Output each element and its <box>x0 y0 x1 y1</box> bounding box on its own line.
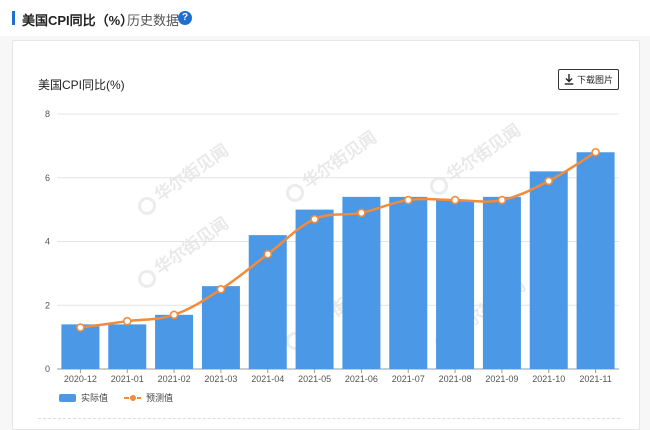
chart-title: 美国CPI同比(%) <box>38 78 125 92</box>
bar <box>108 324 147 369</box>
x-tick-label: 2021-05 <box>298 374 331 384</box>
download-image-button[interactable]: 下载图片 <box>558 69 619 90</box>
x-tick-label: 2021-09 <box>485 374 518 384</box>
forecast-point <box>544 176 554 186</box>
x-tick-label: 2021-03 <box>204 374 237 384</box>
x-tick-label: 2021-11 <box>579 374 611 384</box>
y-tick-label: 6 <box>45 173 50 183</box>
forecast-point <box>591 147 600 157</box>
y-tick-label: 0 <box>45 364 50 374</box>
tab-history-data[interactable]: 历史数据 <box>127 13 180 28</box>
x-tick-label: 2021-06 <box>345 374 378 384</box>
legend-forecast-label[interactable]: 预测值 <box>146 393 174 403</box>
forecast-point <box>357 208 366 218</box>
x-tick-label: 2021-10 <box>532 374 565 384</box>
x-tick-label: 2020-12 <box>64 374 97 384</box>
download-icon <box>564 74 574 85</box>
forecast-point <box>403 195 413 205</box>
bar <box>576 152 615 369</box>
bar <box>482 196 521 369</box>
divider <box>38 418 620 419</box>
help-icon[interactable]: ? <box>178 11 192 25</box>
y-tick-label: 4 <box>45 237 50 247</box>
accent-marker <box>12 11 15 25</box>
forecast-point <box>76 323 85 332</box>
bar <box>342 196 381 369</box>
legend-actual-label[interactable]: 实际值 <box>81 393 109 403</box>
forecast-point <box>497 195 507 205</box>
x-tick-label: 2021-07 <box>392 374 425 384</box>
y-tick-label: 2 <box>45 300 50 310</box>
x-tick-label: 2021-08 <box>439 374 472 384</box>
bar <box>389 196 428 369</box>
x-tick-label: 2021-04 <box>251 374 284 384</box>
bar <box>436 200 475 369</box>
forecast-point <box>216 285 226 294</box>
x-tick-label: 2021-01 <box>111 374 144 384</box>
top-tab-bar: 美国CPI同比（%） 历史数据 ? <box>0 0 650 36</box>
download-label: 下载图片 <box>576 75 613 85</box>
bar <box>201 286 240 369</box>
bar <box>529 171 568 369</box>
legend-bar-swatch <box>59 393 76 402</box>
forecast-point <box>263 249 273 259</box>
forecast-point <box>450 195 460 205</box>
tab-cpi-yoy[interactable]: 美国CPI同比（%） <box>22 13 134 28</box>
legend-line-swatch <box>124 393 142 402</box>
chart-legend: 实际值 预测值 <box>59 391 173 404</box>
x-tick-label: 2021-02 <box>158 374 191 384</box>
forecast-point <box>122 316 132 326</box>
forecast-point <box>310 214 319 224</box>
forecast-point <box>169 310 179 320</box>
bar <box>295 209 334 369</box>
y-tick-label: 8 <box>45 109 50 119</box>
bar <box>155 314 194 369</box>
